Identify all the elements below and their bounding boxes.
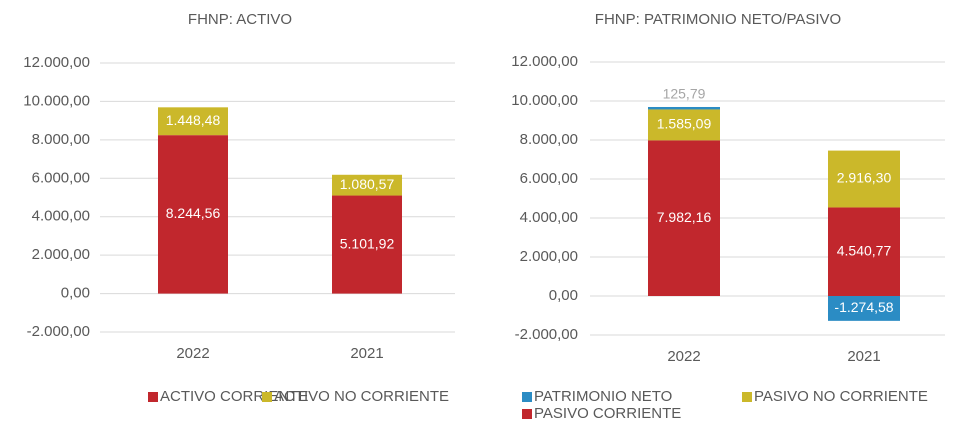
legend-label: PATRIMONIO NETO — [534, 388, 672, 405]
x-tick-label: 2021 — [847, 348, 880, 365]
value-label: 1.585,09 — [657, 116, 712, 132]
bar-segment — [828, 296, 900, 321]
value-label: 125,79 — [663, 86, 706, 102]
y-tick-label: 10.000,00 — [23, 92, 90, 109]
bar-segment — [648, 106, 720, 110]
y-tick-label: -2.000,00 — [515, 326, 578, 343]
y-tick-label: 2.000,00 — [520, 248, 578, 265]
bar-segment — [332, 195, 402, 294]
y-tick-label: -2.000,00 — [27, 323, 90, 340]
legend-swatch — [148, 392, 158, 402]
y-tick-label: 4.000,00 — [32, 208, 90, 225]
legend-label: PASIVO CORRIENTE — [534, 405, 681, 422]
value-label: -1.274,58 — [834, 299, 893, 315]
x-tick-label: 2022 — [176, 345, 209, 362]
bar-segment — [648, 140, 720, 296]
x-tick-label: 2021 — [350, 345, 383, 362]
y-tick-label: 10.000,00 — [511, 92, 578, 109]
y-tick-label: 0,00 — [61, 285, 90, 302]
y-tick-label: 8.000,00 — [32, 131, 90, 148]
legend-swatch — [262, 392, 272, 402]
value-label: 1.080,57 — [340, 176, 395, 192]
y-tick-label: 2.000,00 — [32, 246, 90, 263]
y-tick-label: 12.000,00 — [511, 53, 578, 70]
chart-title: FHNP: ACTIVO — [188, 11, 292, 28]
y-tick-label: 4.000,00 — [520, 209, 578, 226]
legend-swatch — [742, 392, 752, 402]
legend-swatch — [522, 392, 532, 402]
y-tick-label: 8.000,00 — [520, 131, 578, 148]
value-label: 5.101,92 — [340, 235, 395, 251]
y-tick-label: 6.000,00 — [32, 169, 90, 186]
y-tick-label: 6.000,00 — [520, 170, 578, 187]
value-label: 7.982,16 — [657, 209, 712, 225]
legend-swatch — [522, 409, 532, 419]
bar-segment — [828, 207, 900, 296]
value-label: 1.448,48 — [166, 112, 221, 128]
value-label: 4.540,77 — [837, 242, 892, 258]
value-label: 2.916,30 — [837, 170, 892, 186]
value-label: 8.244,56 — [166, 205, 221, 221]
y-tick-label: 12.000,00 — [23, 54, 90, 71]
chart-title: FHNP: PATRIMONIO NETO/PASIVO — [595, 11, 841, 28]
bar-segment — [158, 135, 228, 294]
x-tick-label: 2022 — [667, 348, 700, 365]
bar-segment — [828, 150, 900, 208]
bar-segment — [158, 107, 228, 136]
legend-label: ACTIVO NO CORRIENTE — [274, 388, 449, 405]
bar-segment — [332, 174, 402, 196]
bar-segment — [648, 109, 720, 141]
legend-label: PASIVO NO CORRIENTE — [754, 388, 928, 405]
y-tick-label: 0,00 — [549, 287, 578, 304]
